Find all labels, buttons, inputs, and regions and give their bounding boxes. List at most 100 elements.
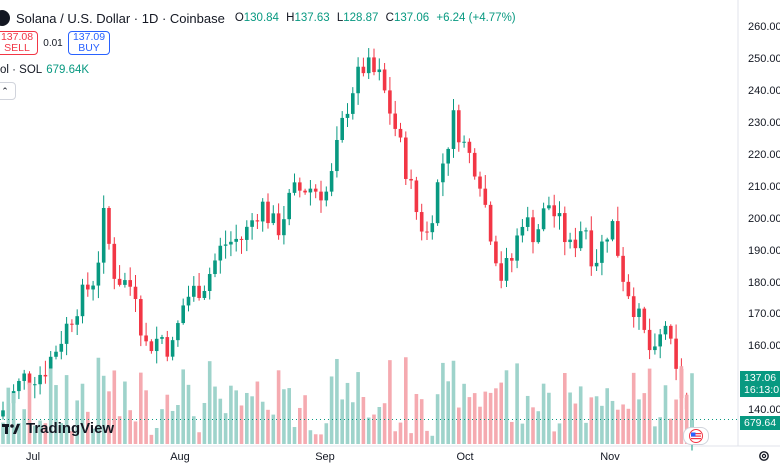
candle [329,171,334,192]
candle [54,351,58,357]
volume-bar [250,396,254,444]
candle [647,329,652,351]
candle [181,305,185,324]
symbol-title[interactable]: Solana / U.S. Dollar · 1D · Coinbase [16,10,225,26]
volume-bar [319,434,323,444]
volume-bar [472,393,477,444]
volume-bar [64,375,69,444]
volume-bar [547,392,551,444]
candle [213,260,217,275]
candle [409,178,413,181]
volume-bar [96,357,101,444]
flag-icon[interactable] [683,427,709,445]
buy-button[interactable]: 137.09 BUY [68,31,110,55]
volume-bar [361,397,366,444]
volume-bar [170,410,175,444]
candle [80,284,85,317]
candle [59,343,64,352]
candle [631,296,636,318]
candle [313,188,318,192]
volume-bar [112,370,117,444]
volume-bar [504,370,509,444]
open-value: 130.84 [243,12,279,24]
candle [377,69,382,73]
volume-bar [38,420,42,444]
candle [361,66,366,74]
symbol-icon [0,10,10,26]
volume-bar [340,399,344,444]
volume-bar [139,372,143,444]
volume-bar [6,387,11,444]
volume-value: 679.64K [46,64,90,76]
volume-legend: ol · SOL 679.64K [0,64,89,76]
ohlc-values: O130.84 H137.63 L128.87 C137.06 +6.24 (+… [235,12,516,24]
candle [308,188,313,193]
volume-bar [149,434,154,444]
volume-bar [229,385,233,444]
candle [340,117,344,140]
volume-bar [541,383,546,444]
volume-bar [690,373,694,444]
candle [234,238,238,242]
candle [435,182,440,224]
candle [637,308,641,318]
candle [510,258,514,261]
candle [467,141,472,153]
trade-panel: 137.08 SELL 0.01 137.09 BUY [0,31,110,55]
candle [610,221,615,240]
candle [292,182,297,193]
volume-bar [86,411,90,444]
candle [494,241,498,264]
symbol-legend: Solana / U.S. Dollar · 1D · Coinbase O13… [0,8,516,28]
candle [366,57,371,74]
volume-bar [176,405,180,444]
candle [91,285,95,290]
volume-bar [234,390,238,444]
volume-bar [398,422,403,444]
candle [669,325,673,339]
volume-bar [22,409,26,444]
candle [250,220,254,227]
candle [223,244,228,246]
tradingview-brand[interactable]: TradingView [2,420,114,437]
volume-bar [260,401,265,444]
volume-bar [425,430,429,444]
volume-bar [197,432,201,444]
y-tick-label: 200.00 [748,212,780,225]
tradingview-logo-icon [2,422,20,436]
volume-label: ol · SOL [0,64,43,76]
volume-bar [282,389,286,444]
volume-bar [457,407,461,444]
collapse-button[interactable]: ⌃ [0,82,16,100]
open-label: O [234,12,244,24]
volume-bar [584,422,588,444]
bar-countdown: 16:13:0 [744,384,780,396]
candle [563,213,567,243]
volume-bar [329,376,334,444]
candle [112,243,117,279]
candle [462,141,466,143]
candle [33,384,37,386]
volume-bar [388,360,392,444]
volume-bar [133,421,138,444]
candle [287,192,291,220]
volume-bar [393,431,397,444]
sell-label: SELL [4,42,30,54]
volume-bar [578,386,583,444]
candle [324,191,329,201]
volume-bar [223,413,228,444]
volume-bar [48,368,53,444]
sell-button[interactable]: 137.08 SELL [0,31,38,55]
candle [446,148,450,164]
candle [239,238,244,240]
candle [260,201,265,222]
candle [86,284,90,290]
volume-bar [276,370,281,444]
candle [674,338,678,369]
volume-bar [1,422,5,444]
buy-label: BUY [78,42,100,54]
candle [160,337,164,339]
volume-bar [335,358,339,444]
gear-icon[interactable] [757,449,771,463]
